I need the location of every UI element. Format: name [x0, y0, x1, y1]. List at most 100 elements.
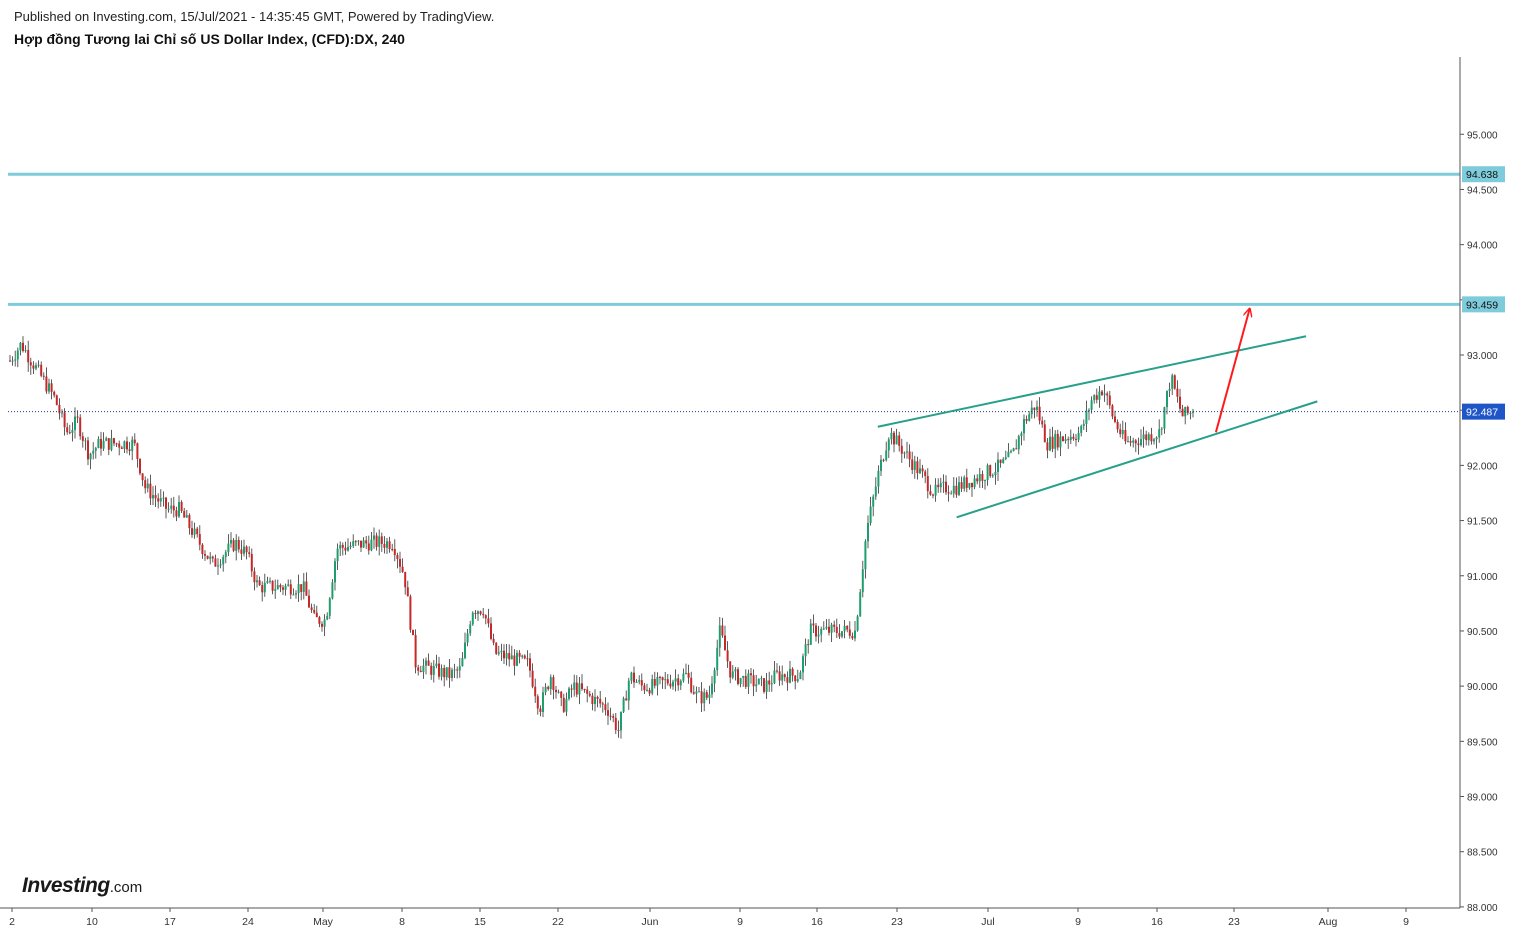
candle	[950, 490, 953, 495]
candle	[573, 674, 576, 697]
candle	[1119, 423, 1122, 438]
candle	[180, 500, 183, 513]
candle	[157, 493, 160, 509]
candlestick-series	[8, 336, 1460, 739]
candle	[1062, 435, 1064, 442]
candle	[66, 422, 69, 435]
candle	[503, 644, 505, 665]
candle	[708, 685, 711, 704]
candle	[412, 629, 414, 636]
candle	[1007, 443, 1010, 458]
candle	[204, 550, 206, 561]
candle	[282, 584, 284, 595]
candle	[963, 475, 966, 492]
candle	[167, 502, 170, 513]
trend-drawings[interactable]	[877, 309, 1318, 519]
candle	[224, 549, 227, 564]
candle	[929, 484, 932, 496]
candle	[796, 669, 799, 683]
candle	[630, 671, 633, 684]
candle	[105, 436, 108, 442]
candle	[986, 463, 989, 486]
x-tick-label: 22	[552, 916, 564, 928]
candle	[141, 473, 144, 487]
candle	[1051, 426, 1054, 453]
candle	[981, 470, 984, 488]
candle	[211, 555, 214, 563]
horizontal-levels[interactable]	[8, 172, 1460, 306]
candle	[68, 424, 71, 435]
candle	[474, 610, 477, 619]
candle	[757, 678, 760, 685]
candle	[1067, 436, 1070, 449]
candle	[19, 342, 22, 356]
candle	[885, 441, 888, 462]
candle	[32, 361, 35, 375]
candle	[438, 656, 440, 680]
candle	[120, 445, 123, 449]
candle	[178, 495, 180, 519]
candle	[1124, 422, 1127, 445]
y-tick-label: 94.000	[1467, 241, 1498, 252]
candle	[396, 552, 399, 569]
candle	[287, 579, 290, 587]
candle	[136, 442, 139, 468]
candle	[492, 633, 495, 646]
candle	[685, 663, 687, 675]
candle	[815, 623, 817, 642]
candle	[942, 474, 945, 493]
candle	[607, 702, 609, 725]
current-price-tag: 92.487	[1462, 403, 1505, 420]
candle	[250, 548, 253, 577]
candle	[279, 583, 282, 593]
investing-logo: Investing.com	[22, 874, 142, 898]
candle	[1049, 428, 1051, 452]
candle	[1012, 447, 1015, 452]
channel-upper-line[interactable]	[877, 335, 1307, 428]
y-tick-label: 91.000	[1467, 572, 1498, 583]
candle	[599, 690, 602, 708]
candle	[352, 534, 355, 548]
candle	[451, 667, 453, 682]
candle	[393, 539, 396, 562]
x-tick-label: 17	[164, 916, 176, 928]
candle	[175, 506, 178, 522]
candle	[807, 639, 810, 654]
candle	[144, 476, 147, 494]
candle	[999, 459, 1002, 468]
candle	[1137, 437, 1140, 455]
candle	[778, 665, 781, 686]
candle	[661, 676, 664, 689]
candle	[716, 639, 719, 676]
candle	[456, 666, 459, 679]
candle	[835, 618, 838, 638]
candle	[622, 696, 625, 714]
candle	[989, 464, 992, 478]
candle	[58, 398, 61, 420]
svg-text:94.638: 94.638	[1466, 169, 1498, 181]
channel-lower-line[interactable]	[956, 400, 1318, 519]
projection-arrow[interactable]	[1214, 309, 1250, 433]
candle	[48, 378, 50, 394]
candle	[1147, 432, 1150, 446]
candle	[146, 478, 149, 493]
candle	[258, 576, 261, 586]
candle	[1160, 427, 1163, 436]
candle	[1010, 449, 1012, 454]
candle	[1020, 431, 1023, 446]
candle	[1028, 411, 1031, 422]
level-price-tag: 94.638	[1462, 166, 1505, 183]
candle	[687, 664, 690, 684]
candle	[100, 431, 102, 456]
candle	[354, 540, 357, 547]
candle	[737, 667, 739, 686]
candle	[900, 438, 903, 463]
candle	[911, 451, 914, 475]
candle	[1132, 437, 1135, 448]
candle	[526, 650, 529, 667]
candle	[14, 350, 17, 367]
candle	[334, 558, 336, 591]
candle	[232, 537, 235, 553]
candle	[482, 608, 485, 619]
